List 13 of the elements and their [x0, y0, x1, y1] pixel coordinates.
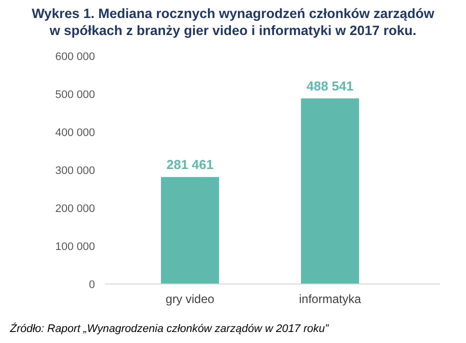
y-tick-label: 200 000 [55, 202, 95, 215]
text: Źródło: Raport „Wynagrodzenia członków zarządów w 2017 roku” [9, 322, 330, 335]
y-tick-label: 500 000 [55, 88, 95, 101]
data-label: 281 461 [166, 157, 214, 172]
data-label: 488 541 [306, 78, 354, 94]
y-tick-label: 0 [88, 278, 95, 291]
y-tick-label: 100 000 [55, 240, 95, 253]
chart-title: Wykres 1. Mediana rocznych wynagrodzeń członków zarządów w spółkach z branży gier video i informatyki w 2017 roku. [32, 6, 435, 38]
x-tick-label: gry video [166, 292, 215, 306]
x-tick-label: informatyka [298, 292, 362, 306]
y-tick-label: 600 000 [55, 50, 95, 63]
y-tick-label: 300 000 [55, 164, 95, 177]
y-tick-label: 400 000 [55, 126, 95, 139]
